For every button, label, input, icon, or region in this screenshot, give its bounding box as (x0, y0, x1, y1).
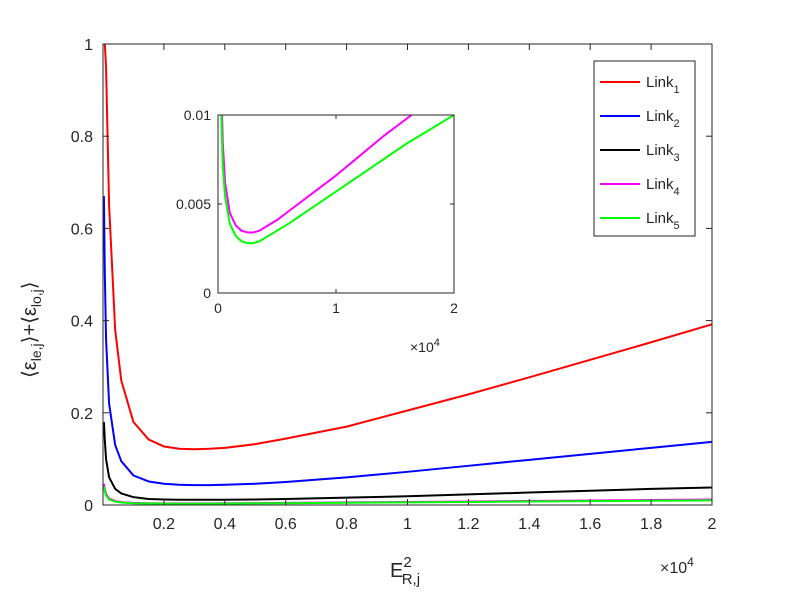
legend-label-link-3: Link3 (646, 142, 680, 164)
legend-items: Link1 Link2 Link3 Link4 Link5 (600, 74, 680, 232)
inset-y-ticks: 0 0.005 0.01 (176, 107, 454, 301)
main-plot: 0.2 0.4 0.6 0.8 1 1.2 1.4 1.6 1.8 2 0 0.2 0.4 0.6 0.8… (19, 37, 717, 588)
main-y-ticks: 0 0.2 0.4 0.6 0.8 1 (71, 37, 712, 515)
inset-x-tick-label: 0 (214, 300, 222, 316)
inset-x-ticks: 0 1 2 (214, 115, 458, 316)
legend-label-link-1: Link1 (646, 74, 680, 96)
series-line-link-5 (103, 486, 712, 505)
main-y-tick-label: 0.8 (71, 129, 93, 146)
inset-series-line-link-5 (220, 115, 454, 245)
inset-background (218, 115, 454, 293)
legend: Link1 Link2 Link3 Link4 Link5 (593, 60, 696, 237)
main-y-tick-label: 0 (84, 498, 93, 515)
legend-label-link-4: Link4 (646, 176, 680, 198)
main-y-axis-label: ⟨εle,j⟩+⟨εlo,j⟩ (19, 281, 44, 378)
legend-label-link-5: Link5 (646, 210, 680, 232)
main-x-tick-label: 0.4 (214, 516, 236, 533)
inset-x-exponent: ×104 (410, 337, 440, 355)
main-x-tick-label: 1.2 (457, 516, 479, 533)
main-x-tick-label: 0.6 (275, 516, 297, 533)
series-line-link-1 (103, 44, 712, 451)
series-line-link-2 (103, 196, 712, 487)
main-x-axis-label: E2 R,j (390, 554, 420, 588)
inset-y-tick-label: 0.005 (176, 196, 211, 212)
inset-plot: 0 1 2 0 0.005 0.01 ×104 (176, 107, 458, 355)
legend-box (593, 60, 696, 237)
main-x-tick-label: 2 (708, 516, 717, 533)
main-y-tick-label: 0.6 (71, 221, 93, 238)
inset-y-tick-label: 0 (203, 285, 211, 301)
main-series-group (103, 44, 712, 505)
main-x-tick-label: 1 (403, 516, 412, 533)
inset-series-group (220, 115, 454, 245)
inset-y-tick-label: 0.01 (184, 107, 211, 123)
main-x-exponent: ×104 (660, 555, 694, 577)
main-x-tick-label: 1.6 (579, 516, 601, 533)
main-y-tick-label: 0.2 (71, 406, 93, 423)
main-y-tick-label: 0.4 (71, 314, 93, 331)
main-x-tick-label: 0.2 (153, 516, 175, 533)
main-x-tick-label: 0.8 (335, 516, 357, 533)
inset-x-tick-label: 1 (332, 300, 340, 316)
inset-series-line-link-4 (221, 115, 414, 234)
series-line-link-3 (103, 421, 712, 501)
main-y-tick-label: 1 (84, 37, 93, 54)
main-x-tick-label: 1.8 (640, 516, 662, 533)
legend-label-link-2: Link2 (646, 108, 680, 130)
main-x-tick-label: 1.4 (518, 516, 540, 533)
main-x-ticks: 0.2 0.4 0.6 0.8 1 1.2 1.4 1.6 1.8 2 (153, 44, 717, 533)
inset-x-tick-label: 2 (450, 300, 458, 316)
